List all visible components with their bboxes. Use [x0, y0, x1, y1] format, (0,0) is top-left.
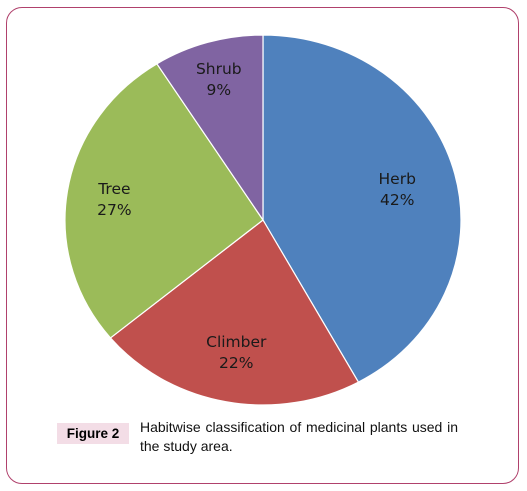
slice-label-herb: Herb: [379, 170, 416, 188]
slice-label-tree: Tree: [97, 180, 130, 198]
slice-value-tree: 27%: [97, 201, 131, 219]
pie-slice-herb: [262, 34, 462, 383]
slice-label-shrub: Shrub: [196, 60, 242, 78]
pie-slice-climber: [109, 219, 360, 406]
pie-slice-tree: [64, 62, 264, 339]
figure-caption: Habitwise classification of medicinal pl…: [140, 419, 458, 454]
pie-slice-shrub: [156, 34, 264, 222]
figure-label: Figure 2: [57, 423, 129, 444]
slice-label-climber: Climber: [206, 333, 267, 351]
slice-value-shrub: 9%: [207, 81, 232, 99]
slice-value-climber: 22%: [219, 354, 253, 372]
slice-value-herb: 42%: [380, 191, 414, 209]
